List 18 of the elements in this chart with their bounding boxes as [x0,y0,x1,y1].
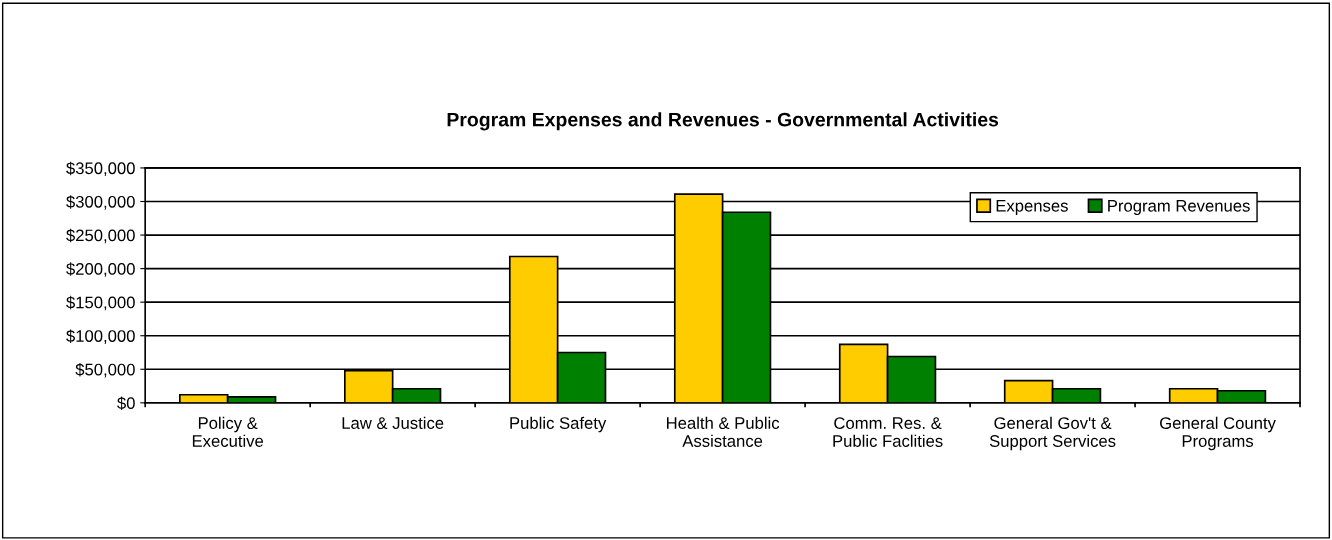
x-tick-label: General Gov't & Support Services [989,416,1116,451]
x-tick-label: Comm. Res. & Public Faclities [833,417,943,447]
y-tick-label: $300,000 [66,195,135,210]
y-tick-label: $250,000 [66,228,135,244]
legend-label: Program Revenues [1108,200,1250,216]
x-tick-label: Law & Justice [342,416,444,429]
y-tick-label: $50,000 [75,362,135,378]
x-tick-label: General County Programs [1160,416,1276,451]
x-tick-label: Policy & Executive [192,416,264,447]
y-tick-label: $350,000 [66,161,135,177]
y-tick-label: $100,000 [66,329,135,344]
legend-label: Expenses [996,200,1068,216]
y-tick-label: $0 [117,396,135,411]
y-tick-label: $200,000 [66,262,135,277]
x-tick-label: Health & Public Assistance [667,416,780,447]
x-tick-label: Public Safety [510,416,607,433]
chart-title: Program Expenses and Revenues - Governmental Activities [447,112,999,131]
y-tick-label: $150,000 [66,295,135,311]
